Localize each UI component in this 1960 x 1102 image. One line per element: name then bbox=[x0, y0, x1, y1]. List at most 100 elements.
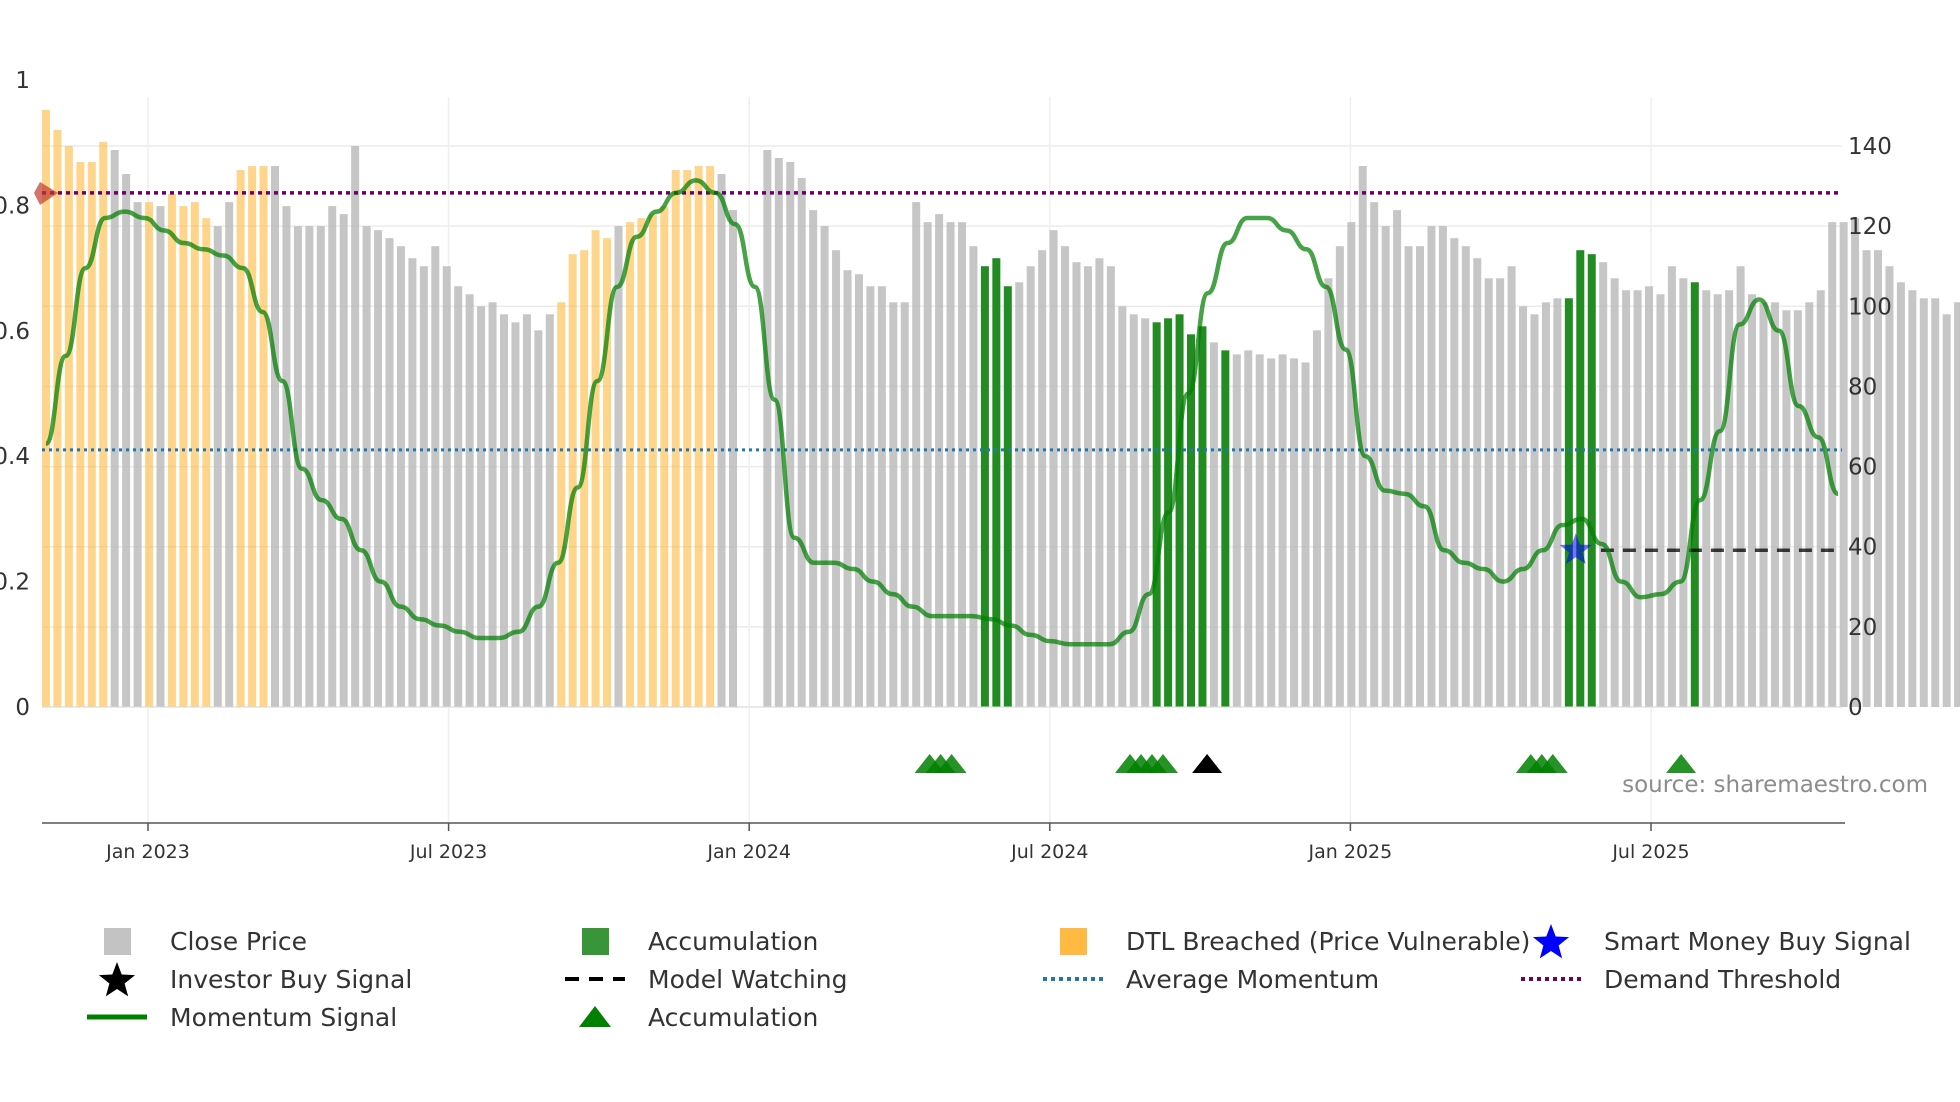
investor-buy-marker bbox=[1192, 754, 1223, 773]
axes: 0 0.2 0.4 0.6 0.8 1 0 20 40 60 80 100 120 140 Jan 2023… bbox=[0, 68, 1892, 863]
price-bar-139 bbox=[1633, 290, 1642, 707]
price-bar-136 bbox=[1599, 262, 1608, 707]
price-bar-122 bbox=[1438, 226, 1447, 707]
price-bar-164 bbox=[1919, 298, 1928, 707]
price-bar-82 bbox=[980, 266, 989, 707]
y-right-tick-label: 40 bbox=[1848, 535, 1877, 561]
legend-label: Momentum Signal bbox=[170, 1003, 397, 1032]
price-bar-104 bbox=[1232, 354, 1241, 707]
price-bar-131 bbox=[1541, 302, 1550, 707]
price-bar-7 bbox=[122, 174, 131, 708]
accumulation-marker bbox=[1666, 754, 1697, 773]
price-bar-123 bbox=[1450, 238, 1459, 707]
price-bar-83 bbox=[992, 258, 1001, 707]
price-bar-52 bbox=[637, 218, 646, 707]
legend-star-icon bbox=[1532, 924, 1570, 959]
price-bar-161 bbox=[1885, 266, 1894, 707]
price-bar-140 bbox=[1645, 286, 1653, 707]
price-bar-25 bbox=[328, 206, 337, 707]
y-left-tick-label: 0.4 bbox=[0, 444, 30, 470]
price-bars bbox=[42, 109, 1960, 708]
price-bar-81 bbox=[969, 246, 978, 707]
price-bar-130 bbox=[1530, 314, 1539, 707]
legend-star-icon bbox=[98, 962, 136, 997]
price-bar-105 bbox=[1244, 350, 1253, 707]
legend-item: Model Watching bbox=[565, 965, 848, 994]
price-bar-112 bbox=[1324, 278, 1333, 707]
price-bar-21 bbox=[282, 206, 291, 707]
price-bar-64 bbox=[774, 158, 783, 707]
price-bar-120 bbox=[1416, 246, 1424, 707]
legend-item: Average Momentum bbox=[1043, 965, 1379, 994]
price-bar-86 bbox=[1026, 266, 1035, 707]
price-bar-53 bbox=[648, 214, 657, 707]
price-bar-155 bbox=[1816, 290, 1825, 707]
y-left-tick-label: 0.8 bbox=[0, 193, 30, 219]
price-bar-12 bbox=[179, 206, 188, 707]
price-bar-20 bbox=[271, 166, 279, 708]
price-bar-113 bbox=[1335, 246, 1344, 707]
price-bar-19 bbox=[259, 166, 268, 708]
price-bar-8 bbox=[133, 202, 142, 707]
price-bar-57 bbox=[694, 166, 703, 708]
x-tick-label: Jan 2023 bbox=[105, 841, 190, 863]
price-bar-99 bbox=[1175, 314, 1184, 707]
price-bar-88 bbox=[1049, 230, 1058, 707]
price-bar-90 bbox=[1072, 262, 1081, 707]
source-label: source: sharemaestro.com bbox=[1622, 772, 1928, 798]
legend-label: DTL Breached (Price Vulnerable) bbox=[1126, 927, 1530, 956]
price-bar-158 bbox=[1851, 218, 1860, 707]
momentum-signal-line bbox=[43, 178, 1840, 647]
price-bar-43 bbox=[534, 330, 543, 707]
price-bar-154 bbox=[1805, 302, 1814, 707]
price-bar-1 bbox=[53, 129, 62, 707]
price-bar-16 bbox=[225, 202, 234, 707]
price-bar-95 bbox=[1129, 314, 1138, 707]
smart-money-buy-marker bbox=[1559, 533, 1592, 565]
price-bar-152 bbox=[1782, 310, 1791, 707]
legend-label: Smart Money Buy Signal bbox=[1604, 927, 1911, 956]
price-bar-56 bbox=[683, 170, 692, 708]
y-left-tick-label: 0.2 bbox=[0, 570, 30, 596]
legend-label: Average Momentum bbox=[1126, 965, 1379, 994]
price-bar-31 bbox=[396, 246, 405, 707]
price-bar-150 bbox=[1759, 302, 1768, 707]
price-bar-142 bbox=[1667, 266, 1676, 707]
price-bar-0 bbox=[42, 109, 50, 707]
price-bar-109 bbox=[1290, 358, 1299, 707]
y-right-tick-label: 100 bbox=[1848, 294, 1892, 320]
x-tick-label: Jan 2025 bbox=[1308, 841, 1393, 863]
y-left-tick-label: 0 bbox=[15, 695, 30, 721]
price-bar-80 bbox=[958, 222, 966, 707]
price-bar-134 bbox=[1576, 250, 1585, 707]
price-bar-118 bbox=[1393, 210, 1402, 707]
price-bar-45 bbox=[557, 302, 566, 707]
legend-item: Smart Money Buy Signal bbox=[1532, 924, 1911, 959]
price-bar-24 bbox=[316, 226, 325, 707]
price-bar-14 bbox=[202, 218, 211, 707]
signal-lines bbox=[34, 178, 1842, 647]
y-right-tick-label: 20 bbox=[1848, 615, 1877, 641]
price-bar-84 bbox=[1003, 286, 1012, 707]
price-bar-4 bbox=[87, 162, 96, 707]
price-bar-69 bbox=[832, 250, 841, 707]
price-bar-29 bbox=[374, 230, 383, 707]
accumulation-marker bbox=[1148, 754, 1178, 773]
price-bar-121 bbox=[1427, 226, 1436, 707]
price-bar-51 bbox=[625, 222, 634, 707]
price-bar-135 bbox=[1587, 254, 1596, 707]
price-bar-91 bbox=[1083, 266, 1092, 707]
price-bar-133 bbox=[1564, 298, 1573, 707]
price-bar-17 bbox=[236, 170, 245, 708]
price-bar-108 bbox=[1278, 354, 1287, 707]
price-bar-138 bbox=[1622, 290, 1631, 707]
price-bar-63 bbox=[763, 150, 772, 707]
price-bar-68 bbox=[820, 226, 829, 707]
signal-markers bbox=[914, 533, 1697, 773]
price-bar-127 bbox=[1496, 278, 1505, 707]
price-bar-111 bbox=[1312, 330, 1321, 707]
price-bar-93 bbox=[1106, 266, 1115, 707]
price-bar-160 bbox=[1874, 250, 1882, 707]
legend-item: Investor Buy Signal bbox=[98, 962, 412, 997]
price-bar-153 bbox=[1793, 310, 1802, 707]
